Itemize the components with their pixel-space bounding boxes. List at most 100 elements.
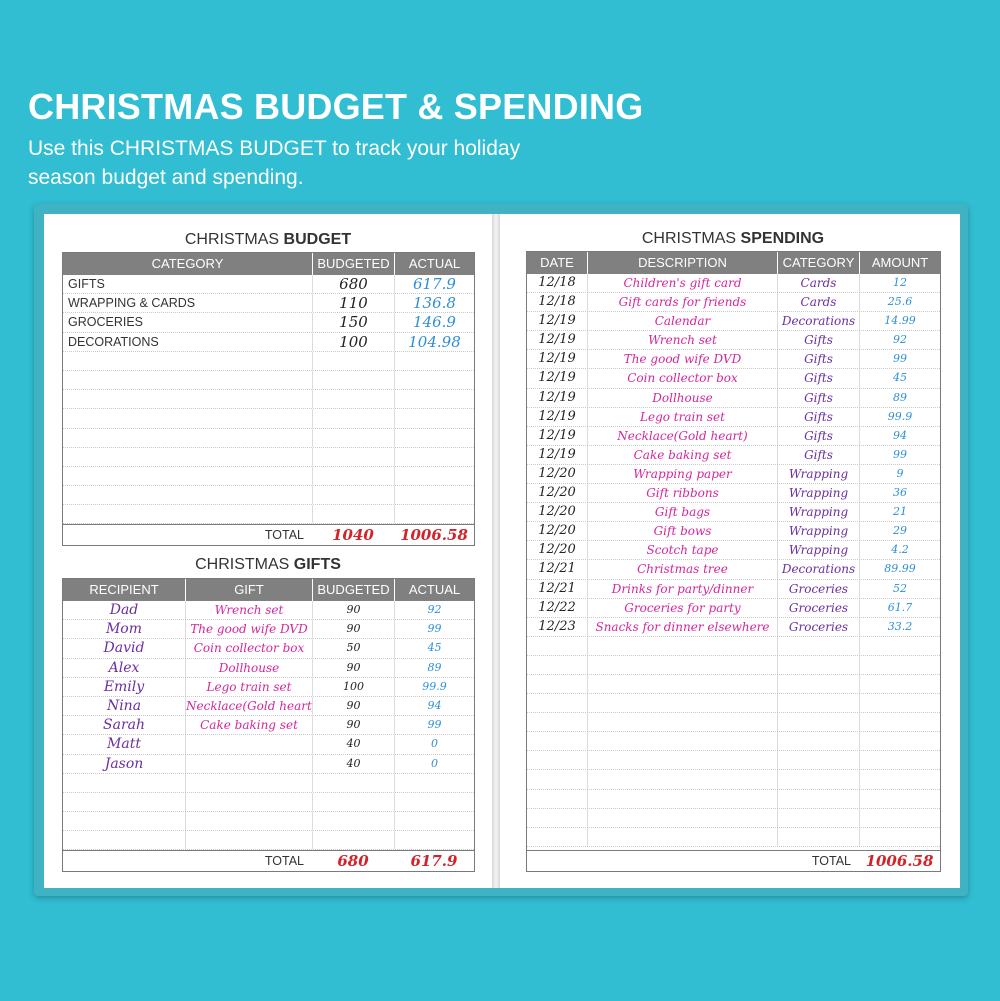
budget-total-budgeted: 1040 bbox=[332, 526, 374, 544]
spending-description-cell bbox=[587, 770, 777, 789]
budget-row bbox=[63, 409, 474, 429]
budget-row bbox=[63, 486, 474, 506]
spending-date-cell: 12/19 bbox=[538, 427, 576, 443]
spending-row: 12/19 Lego train set Gifts 99.9 bbox=[527, 407, 940, 427]
spending-date-cell: 12/19 bbox=[538, 446, 576, 462]
spending-row: 12/19 Wrench set Gifts 92 bbox=[527, 331, 940, 351]
budget-category-cell: DECORATIONS bbox=[68, 334, 159, 349]
spending-category-cell: Gifts bbox=[777, 388, 859, 407]
gifts-gift-cell bbox=[185, 773, 312, 792]
budget-row: WRAPPING & CARDS 110 136.8 bbox=[63, 294, 474, 314]
gifts-actual-cell: 94 bbox=[394, 696, 474, 716]
gifts-recipient-cell bbox=[63, 831, 185, 849]
gifts-row: Sarah Cake baking set 90 99 bbox=[63, 716, 474, 736]
gifts-gift-cell: The good wife DVD bbox=[185, 620, 312, 639]
spending-category-cell: Groceries bbox=[777, 617, 859, 636]
gifts-header-row: RECIPIENT GIFT BUDGETED ACTUAL bbox=[63, 579, 474, 601]
spending-category-cell bbox=[777, 732, 859, 751]
spending-category-cell: Wrapping bbox=[777, 522, 859, 541]
spending-date-cell: 12/21 bbox=[538, 561, 576, 577]
spending-category-cell: Cards bbox=[777, 293, 859, 312]
budget-table: CATEGORY BUDGETED ACTUAL GIFTS 680 617.9 WR… bbox=[62, 252, 475, 546]
spending-row: 12/20 Wrapping paper Wrapping 9 bbox=[527, 464, 940, 485]
budget-row: DECORATIONS 100 104.98 bbox=[63, 332, 474, 352]
spending-amount-cell bbox=[859, 789, 940, 808]
gifts-row: Matt 40 0 bbox=[63, 735, 474, 755]
spending-category-cell: Gifts bbox=[777, 445, 859, 464]
spending-category-cell bbox=[777, 751, 859, 770]
budget-header-category: CATEGORY bbox=[151, 256, 224, 271]
gifts-budgeted-cell bbox=[312, 773, 394, 792]
gifts-row bbox=[63, 773, 474, 793]
budget-category-cell: GROCERIES bbox=[68, 315, 144, 330]
spending-description-cell bbox=[587, 713, 777, 732]
spending-date-cell: 12/20 bbox=[538, 485, 576, 501]
gifts-actual-cell: 0 bbox=[394, 754, 474, 773]
gifts-actual-cell: 89 bbox=[394, 658, 474, 677]
spending-amount-cell: 99.9 bbox=[859, 407, 940, 426]
spending-category-cell: Gifts bbox=[777, 426, 859, 445]
spending-amount-cell: 89.99 bbox=[859, 560, 940, 579]
gifts-recipient-cell: Emily bbox=[103, 678, 145, 695]
spending-date-cell: 12/20 bbox=[538, 465, 576, 481]
gifts-row: Emily Lego train set 100 99.9 bbox=[63, 677, 474, 697]
spending-date-cell: 12/19 bbox=[538, 370, 576, 386]
spending-category-cell: Decorations bbox=[777, 312, 859, 331]
gifts-gift-cell: Wrench set bbox=[185, 601, 312, 620]
budget-budgeted-cell: 100 bbox=[312, 332, 394, 351]
spending-description-cell: Snacks for dinner elsewhere bbox=[587, 617, 777, 636]
gifts-recipient-cell: Nina bbox=[106, 697, 142, 714]
spending-category-cell bbox=[777, 770, 859, 789]
spending-category-cell: Groceries bbox=[777, 598, 859, 617]
spending-date-cell bbox=[527, 637, 587, 655]
gifts-actual-cell: 45 bbox=[394, 639, 474, 658]
spending-row: 12/19 Calendar Decorations 14.99 bbox=[527, 312, 940, 332]
gifts-actual-cell: 99 bbox=[394, 716, 474, 735]
spending-amount-cell: 45 bbox=[859, 369, 940, 388]
budget-budgeted-cell bbox=[312, 351, 394, 370]
gifts-budgeted-cell: 90 bbox=[312, 620, 394, 639]
gifts-budgeted-cell: 90 bbox=[312, 601, 394, 620]
spending-date-cell: 12/19 bbox=[538, 332, 576, 348]
budget-actual-cell bbox=[394, 428, 474, 447]
gifts-table: RECIPIENT GIFT BUDGETED ACTUAL Dad Wrench… bbox=[62, 578, 475, 872]
gifts-title-bold: GIFTS bbox=[293, 556, 341, 573]
budget-row bbox=[63, 505, 474, 525]
spending-amount-cell: 99 bbox=[859, 350, 940, 369]
spending-description-cell: Children's gift card bbox=[587, 274, 777, 293]
spending-amount-cell bbox=[859, 713, 940, 732]
page-title: CHRISTMAS BUDGET & SPENDING bbox=[28, 86, 644, 127]
spending-description-cell bbox=[587, 655, 777, 674]
spending-description-cell: Wrapping paper bbox=[587, 464, 777, 484]
budget-row: GROCERIES 150 146.9 bbox=[63, 313, 474, 333]
gifts-budgeted-cell: 90 bbox=[312, 658, 394, 677]
spending-category-cell bbox=[777, 789, 859, 808]
spending-date-cell: 12/19 bbox=[538, 351, 576, 367]
spending-row bbox=[527, 751, 940, 771]
budget-budgeted-cell bbox=[312, 466, 394, 486]
gifts-gift-cell: Necklace(Gold heart) bbox=[185, 696, 312, 716]
gifts-row bbox=[63, 812, 474, 832]
gifts-gift-cell bbox=[185, 735, 312, 754]
spending-description-cell: Scotch tape bbox=[587, 541, 777, 560]
spending-category-cell: Wrapping bbox=[777, 541, 859, 560]
budget-actual-cell: 617.9 bbox=[394, 275, 474, 294]
gifts-total-label: TOTAL bbox=[264, 854, 304, 868]
budget-row bbox=[63, 466, 474, 487]
spending-date-cell bbox=[527, 770, 587, 788]
gifts-budgeted-cell: 40 bbox=[312, 754, 394, 773]
spending-date-cell: 12/20 bbox=[538, 523, 576, 539]
spending-amount-cell: 12 bbox=[859, 274, 940, 293]
spending-description-cell: Lego train set bbox=[587, 407, 777, 426]
spending-date-cell: 12/19 bbox=[538, 408, 576, 424]
spending-description-cell bbox=[587, 751, 777, 770]
budget-category-cell bbox=[63, 505, 312, 523]
spending-row bbox=[527, 808, 940, 828]
spending-total-label: TOTAL bbox=[811, 854, 851, 868]
spending-category-cell bbox=[777, 655, 859, 674]
spending-date-cell: 12/20 bbox=[538, 504, 576, 520]
budget-body: GIFTS 680 617.9 WRAPPING & CARDS 110 136.8 GRO… bbox=[63, 275, 474, 525]
gifts-header-gift: GIFT bbox=[185, 579, 312, 601]
gifts-header-recipient: RECIPIENT bbox=[89, 582, 159, 597]
spending-amount-cell: 21 bbox=[859, 503, 940, 522]
